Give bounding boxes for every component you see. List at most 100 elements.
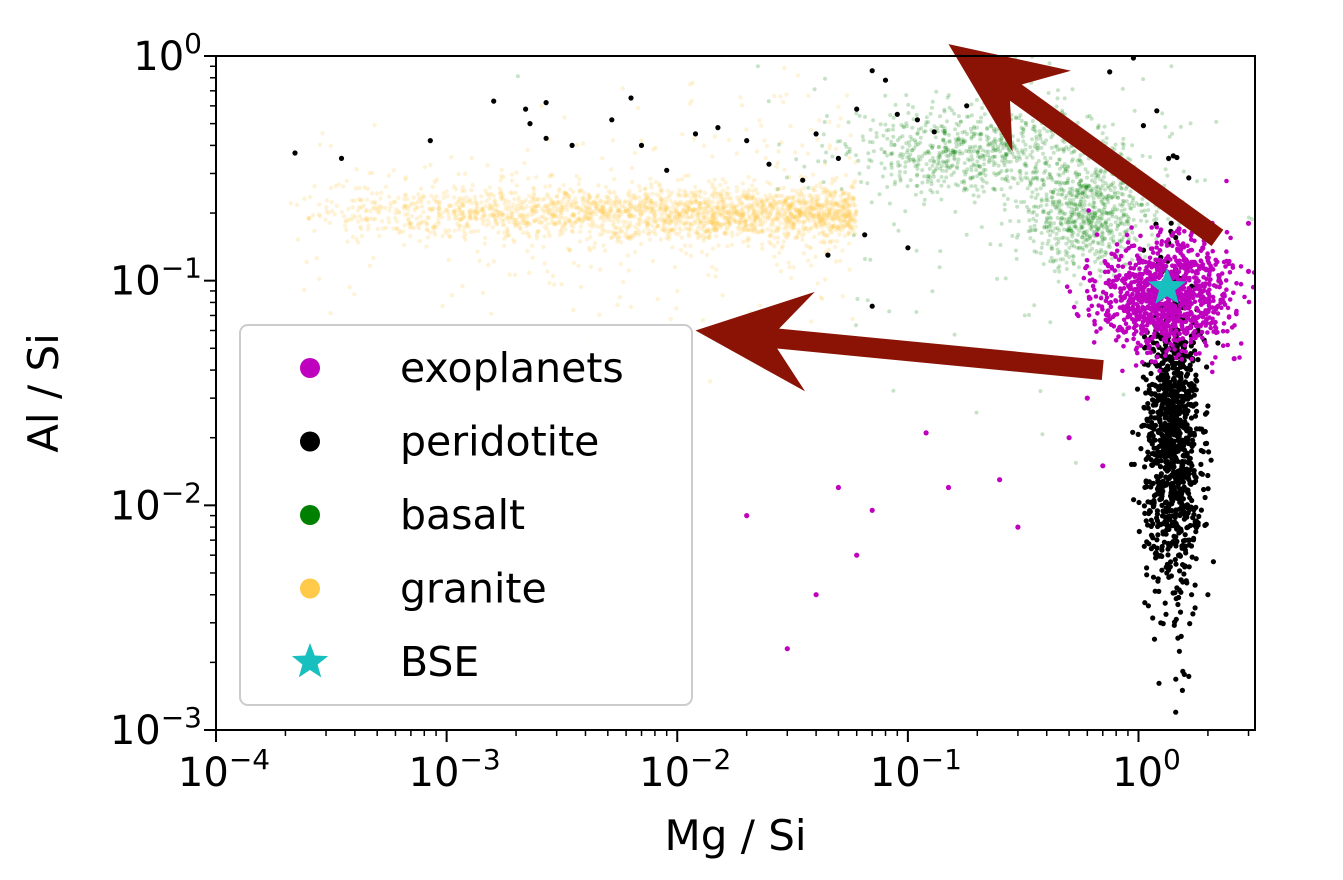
basalt-point xyxy=(973,184,978,189)
basalt-point xyxy=(991,159,995,164)
granite-point xyxy=(788,205,793,211)
granite-point xyxy=(408,233,413,239)
basalt-point xyxy=(794,157,799,162)
basalt-point xyxy=(1005,197,1010,201)
granite-point xyxy=(831,206,836,211)
basalt-point xyxy=(1084,186,1089,191)
granite-point xyxy=(377,204,383,209)
basalt-point xyxy=(1070,87,1075,92)
basalt-point xyxy=(1103,250,1107,254)
basalt-point xyxy=(953,127,958,132)
granite-point xyxy=(776,149,781,154)
granite-point xyxy=(491,259,497,264)
granite-point xyxy=(474,216,479,222)
basalt-point xyxy=(1047,163,1052,168)
granite-point xyxy=(645,195,651,200)
granite-point xyxy=(676,212,682,217)
granite-point xyxy=(667,217,672,223)
basalt-point xyxy=(973,131,978,136)
basalt-point xyxy=(1043,155,1047,160)
basalt-point xyxy=(1039,197,1044,202)
granite-point xyxy=(739,207,744,212)
granite-point xyxy=(760,199,765,204)
granite-point xyxy=(735,195,740,200)
granite-point xyxy=(727,221,732,227)
peridotite-point xyxy=(1185,371,1191,377)
granite-point xyxy=(678,213,683,218)
basalt-point xyxy=(1067,255,1072,259)
granite-point xyxy=(480,213,485,219)
basalt-point xyxy=(974,410,979,415)
granite-point xyxy=(726,217,731,222)
granite-point xyxy=(416,226,422,231)
granite-point xyxy=(779,140,784,145)
granite-point xyxy=(600,156,605,161)
granite-point xyxy=(570,212,575,217)
basalt-point xyxy=(1072,220,1077,225)
granite-point xyxy=(659,187,664,193)
granite-point xyxy=(810,203,815,208)
basalt-point xyxy=(1043,168,1048,173)
basalt-point xyxy=(910,148,915,153)
basalt-point xyxy=(885,153,890,158)
granite-point xyxy=(312,184,317,189)
basalt-point xyxy=(1067,197,1072,202)
granite-point xyxy=(375,226,381,232)
granite-point xyxy=(487,185,492,190)
granite-point xyxy=(729,203,734,208)
basalt-point xyxy=(1092,180,1097,185)
granite-point xyxy=(536,202,541,207)
granite-point xyxy=(577,189,583,194)
granite-point xyxy=(797,198,802,204)
granite-point xyxy=(706,219,711,225)
granite-point xyxy=(711,195,716,200)
granite-point xyxy=(433,225,439,230)
basalt-point xyxy=(975,174,980,179)
granite-point xyxy=(521,200,527,205)
granite-point xyxy=(723,180,728,185)
basalt-point xyxy=(908,178,913,183)
granite-point xyxy=(418,214,423,219)
granite-point xyxy=(777,250,782,255)
granite-point xyxy=(630,193,635,198)
granite-point xyxy=(774,164,779,169)
granite-point xyxy=(372,199,378,204)
granite-point xyxy=(433,199,438,204)
granite-point xyxy=(824,197,829,202)
granite-point xyxy=(618,240,624,245)
granite-point xyxy=(493,208,499,213)
granite-point xyxy=(726,219,732,224)
basalt-point xyxy=(1116,268,1121,273)
granite-point xyxy=(483,188,488,193)
granite-point xyxy=(521,206,527,212)
basalt-point xyxy=(867,157,872,162)
granite-point xyxy=(814,221,819,226)
peridotite-point xyxy=(1164,570,1170,576)
granite-point xyxy=(405,207,411,212)
granite-point xyxy=(847,212,852,217)
granite-point xyxy=(419,221,424,226)
granite-point xyxy=(527,270,532,275)
granite-point xyxy=(618,228,624,233)
granite-point xyxy=(627,206,633,212)
granite-point xyxy=(444,231,449,236)
peridotite-point xyxy=(1136,499,1142,506)
granite-point xyxy=(765,197,770,203)
basalt-point xyxy=(1034,213,1039,218)
granite-point xyxy=(613,231,618,236)
granite-point xyxy=(447,234,453,239)
granite-point xyxy=(574,142,580,147)
granite-point xyxy=(497,211,502,216)
granite-point xyxy=(767,203,772,209)
basalt-point xyxy=(1055,215,1060,220)
granite-point xyxy=(829,216,834,221)
granite-point xyxy=(752,177,757,183)
granite-point xyxy=(808,207,814,213)
granite-point xyxy=(832,209,837,214)
granite-point xyxy=(734,188,740,194)
peridotite-point xyxy=(1143,518,1149,524)
granite-point xyxy=(524,219,529,224)
granite-point xyxy=(759,211,764,217)
granite-point xyxy=(660,217,665,222)
peridotite-point xyxy=(1159,567,1165,573)
